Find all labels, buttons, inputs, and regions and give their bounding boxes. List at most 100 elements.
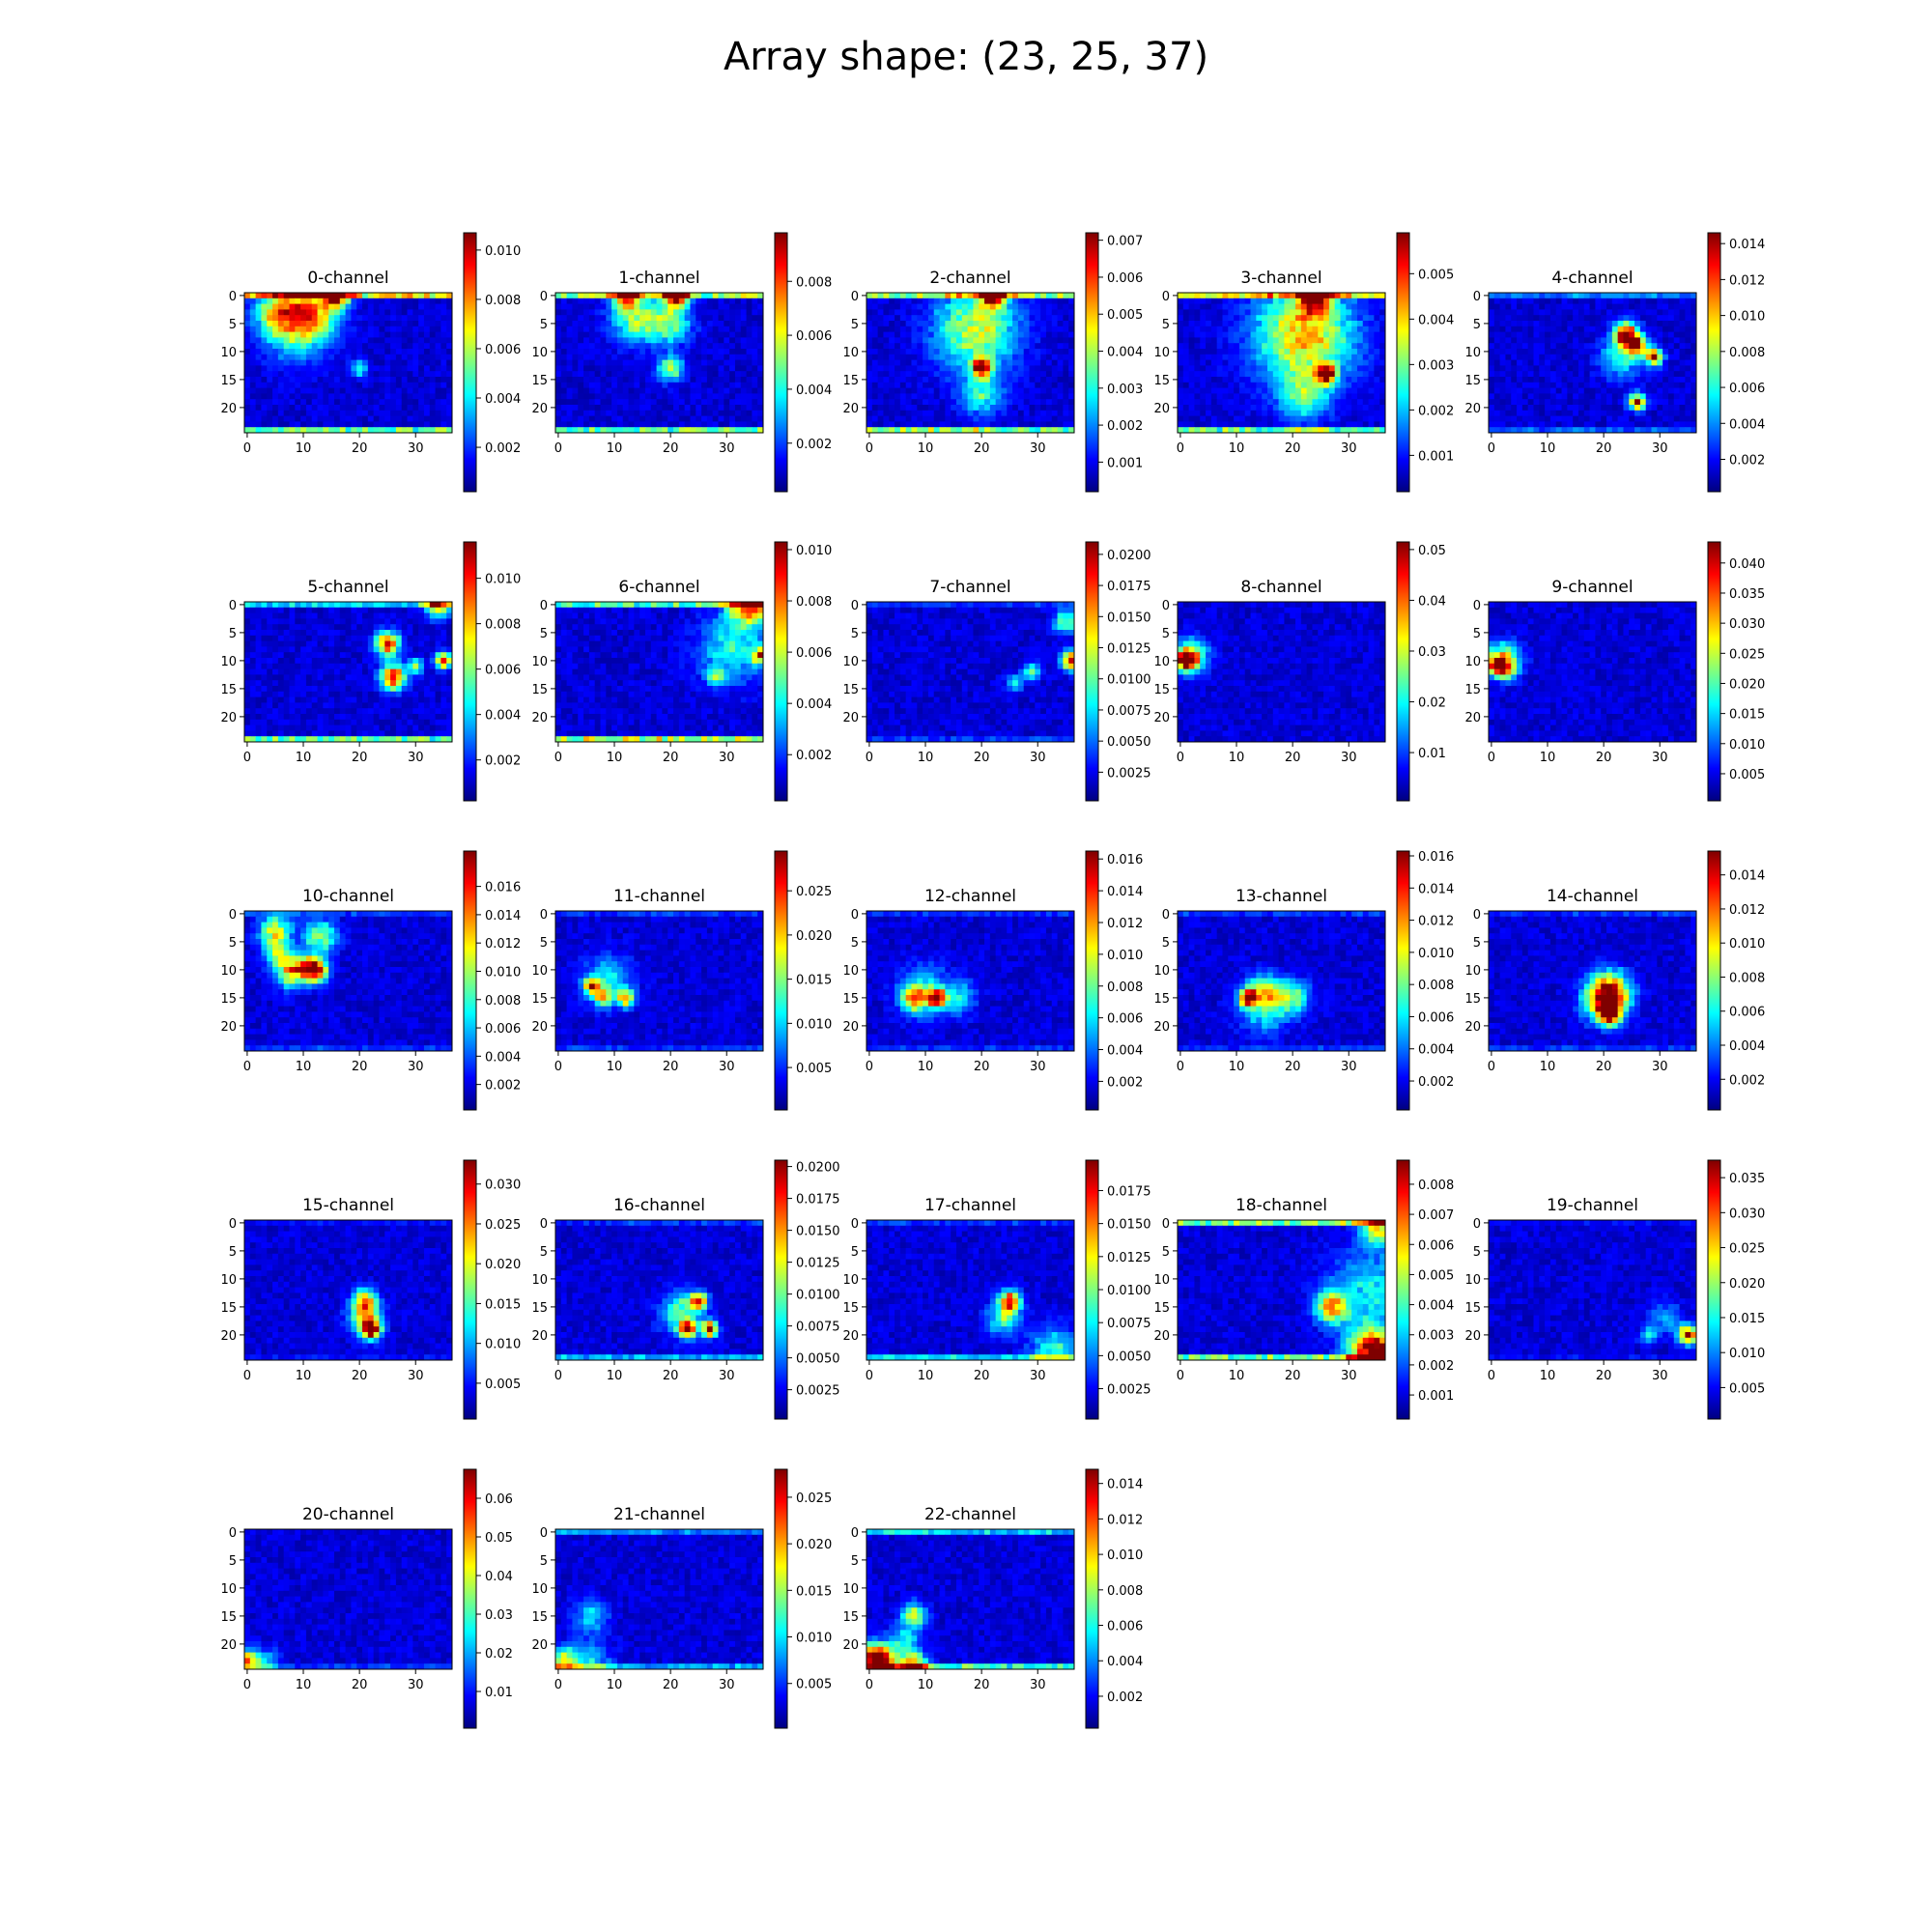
heatmap-cell [878, 377, 884, 383]
heatmap-cell [300, 377, 306, 383]
heatmap-cell [911, 388, 917, 394]
heatmap-cell [696, 327, 701, 332]
heatmap-cell [1657, 343, 1662, 349]
heatmap-cell [589, 355, 595, 360]
heatmap-cell [1662, 355, 1668, 360]
heatmap-cell [1351, 337, 1357, 343]
heatmap-cell [673, 343, 679, 349]
heatmap-cell [1346, 309, 1351, 315]
heatmap-cell [440, 327, 446, 332]
heatmap-cell [1680, 360, 1686, 366]
heatmap-cell [752, 416, 757, 422]
heatmap-cell [1528, 321, 1534, 327]
heatmap-cell [883, 411, 889, 416]
heatmap-cell [1595, 315, 1601, 321]
heatmap-cell [312, 416, 318, 422]
heatmap-cell [300, 298, 306, 304]
heatmap-cell [617, 416, 623, 422]
heatmap-cell [250, 343, 256, 349]
heatmap-cell [962, 399, 968, 405]
heatmap-cell [1251, 421, 1257, 427]
heatmap-cell [1500, 298, 1506, 304]
heatmap-cell [1489, 315, 1494, 321]
heatmap-cell [1567, 337, 1573, 343]
heatmap-cell [1550, 337, 1556, 343]
heatmap-cell [719, 343, 724, 349]
heatmap-cell [589, 304, 595, 310]
heatmap-cell [1290, 377, 1295, 383]
heatmap-cell [1046, 365, 1052, 371]
heatmap-cell [567, 293, 573, 298]
heatmap-cell [747, 421, 753, 427]
heatmap-cell [1211, 355, 1217, 360]
heatmap-cell [1685, 327, 1690, 332]
y-tick-label: 5 [1162, 318, 1170, 332]
heatmap-cell [1550, 332, 1556, 338]
heatmap-cell [951, 309, 956, 315]
heatmap-cell [1200, 371, 1206, 377]
heatmap-cell [412, 321, 418, 327]
heatmap-cell [306, 421, 312, 427]
heatmap-cell [962, 393, 968, 399]
heatmap-cell [1301, 388, 1307, 394]
heatmap-cell [917, 304, 923, 310]
heatmap-cell [1228, 349, 1234, 355]
heatmap-cell [934, 377, 940, 383]
heatmap-cell [412, 315, 418, 321]
heatmap-cell [979, 416, 984, 422]
heatmap-cell [1346, 349, 1351, 355]
heatmap-cell [900, 343, 906, 349]
heatmap-cell [923, 393, 928, 399]
heatmap-cell [328, 365, 334, 371]
heatmap-cell [1251, 309, 1257, 315]
heatmap-cell [1623, 304, 1629, 310]
heatmap-cell [1222, 298, 1228, 304]
heatmap-cell [979, 421, 984, 427]
heatmap-cell [951, 393, 956, 399]
heatmap-cell [436, 349, 441, 355]
heatmap-cell [1040, 383, 1046, 388]
heatmap-cell [996, 393, 1002, 399]
heatmap-cell [368, 393, 374, 399]
heatmap-cell [611, 321, 617, 327]
heatmap-cell [878, 365, 884, 371]
heatmap-cell [1290, 321, 1295, 327]
heatmap-cell [673, 421, 679, 427]
heatmap-cell [673, 337, 679, 343]
heatmap-cell [1178, 405, 1183, 411]
heatmap-cell [1351, 377, 1357, 383]
heatmap-cell [1063, 293, 1068, 298]
heatmap-cell [1511, 298, 1517, 304]
heatmap-cell [1517, 298, 1522, 304]
heatmap-cell [878, 304, 884, 310]
heatmap-cell [1363, 421, 1369, 427]
heatmap-cell [900, 388, 906, 394]
heatmap-cell [396, 332, 402, 338]
heatmap-cell [1063, 355, 1068, 360]
heatmap-cell [1046, 309, 1052, 315]
heatmap-cell [1046, 343, 1052, 349]
heatmap-cell [261, 349, 267, 355]
heatmap-cell [1284, 321, 1290, 327]
heatmap-cell [250, 383, 256, 388]
heatmap-cell [611, 393, 617, 399]
heatmap-cell [390, 393, 396, 399]
heatmap-cell [1035, 421, 1040, 427]
heatmap-cell [1058, 337, 1064, 343]
heatmap-cell [289, 383, 295, 388]
heatmap-cell [606, 399, 611, 405]
heatmap-cell [1058, 304, 1064, 310]
heatmap-cell [1058, 383, 1064, 388]
heatmap-cell [606, 315, 611, 321]
heatmap-cell [1341, 383, 1347, 388]
heatmap-cell [1228, 388, 1234, 394]
heatmap-cell [1346, 388, 1351, 394]
heatmap-cell [578, 332, 583, 338]
heatmap-cell [1290, 360, 1295, 366]
heatmap-cell [424, 309, 430, 315]
heatmap-cell [906, 421, 912, 427]
heatmap-cell [878, 383, 884, 388]
heatmap-cell [928, 355, 934, 360]
heatmap-cell [1606, 298, 1612, 304]
heatmap-cell [1206, 360, 1211, 366]
